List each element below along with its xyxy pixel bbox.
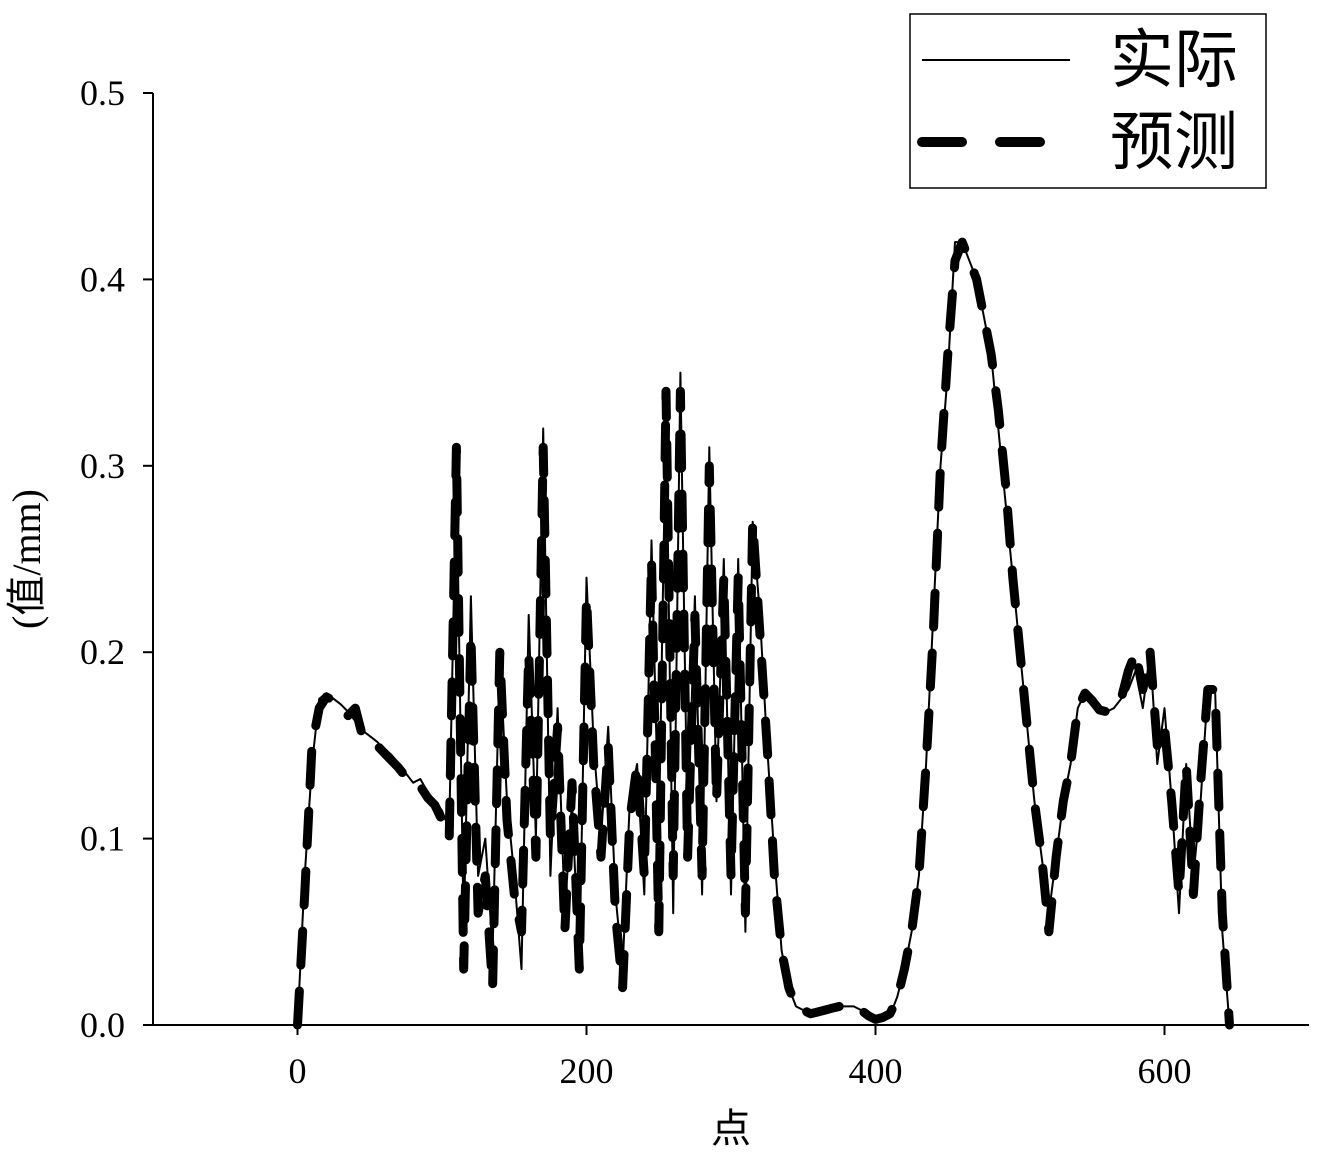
x-tick-label: 200 (560, 1051, 614, 1091)
y-tick-label: 0.1 (80, 819, 125, 859)
legend-label: 预测 (1110, 107, 1238, 178)
y-tick-label: 0.2 (80, 632, 125, 672)
y-tick-label: 0.4 (80, 259, 125, 299)
x-tick-label: 400 (849, 1051, 903, 1091)
line-series (293, 237, 1234, 1030)
legend-box (909, 13, 1267, 189)
y-axis-label: (值/mm) (4, 489, 49, 629)
y-tick-label: 0.5 (80, 73, 125, 113)
x-tick-label: 600 (1138, 1051, 1192, 1091)
y-tick-label: 0.3 (80, 446, 125, 486)
legend-label: 实际 (1110, 25, 1238, 96)
x-tick-label: 0 (289, 1051, 307, 1091)
y-tick-label: 0.0 (80, 1005, 125, 1045)
x-axis-label: 点 (711, 1106, 751, 1151)
